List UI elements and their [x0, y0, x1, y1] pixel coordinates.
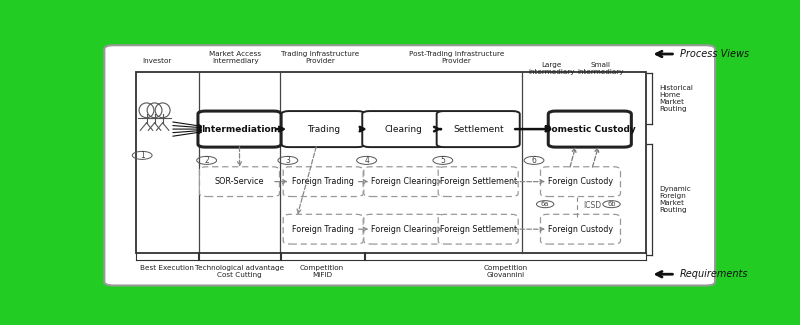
Text: 6b: 6b — [607, 201, 616, 207]
Text: 1: 1 — [140, 151, 145, 160]
Text: Domestic Custody: Domestic Custody — [544, 124, 636, 134]
Text: Process Views: Process Views — [680, 49, 749, 59]
Text: 6: 6 — [531, 156, 537, 165]
Text: Competition
Giovannini: Competition Giovannini — [483, 266, 527, 279]
Text: Large
intermediary: Large intermediary — [528, 62, 574, 75]
Text: Historical
Home
Market
Routing: Historical Home Market Routing — [659, 85, 693, 112]
Text: Competition
MiFID: Competition MiFID — [300, 266, 344, 279]
Text: 4: 4 — [364, 156, 369, 165]
FancyBboxPatch shape — [437, 111, 520, 147]
Bar — [136, 72, 646, 253]
Text: Settlement: Settlement — [453, 124, 503, 134]
Text: Foreign Settlement: Foreign Settlement — [440, 225, 517, 234]
Text: Foreign Clearing: Foreign Clearing — [371, 177, 437, 186]
Text: Intermediation: Intermediation — [202, 124, 278, 134]
FancyBboxPatch shape — [198, 111, 281, 147]
Text: 3: 3 — [286, 156, 290, 165]
Text: Market Access
Intermediary: Market Access Intermediary — [209, 51, 262, 64]
FancyBboxPatch shape — [364, 214, 444, 244]
Text: Requirements: Requirements — [680, 269, 748, 279]
Text: Foreign Trading: Foreign Trading — [292, 225, 354, 234]
FancyBboxPatch shape — [199, 167, 279, 197]
FancyBboxPatch shape — [282, 111, 365, 147]
FancyBboxPatch shape — [362, 111, 446, 147]
Text: Post-Trading Infrastructure
Provider: Post-Trading Infrastructure Provider — [409, 51, 504, 64]
FancyBboxPatch shape — [548, 111, 631, 147]
FancyBboxPatch shape — [104, 45, 715, 285]
Text: Foreign Settlement: Foreign Settlement — [440, 177, 517, 186]
FancyBboxPatch shape — [541, 167, 621, 197]
Text: Clearing: Clearing — [385, 124, 422, 134]
FancyBboxPatch shape — [283, 167, 363, 197]
Text: Foreign Custody: Foreign Custody — [548, 225, 613, 234]
FancyBboxPatch shape — [541, 214, 621, 244]
Text: 5: 5 — [441, 156, 446, 165]
Text: ICSD: ICSD — [584, 201, 602, 210]
Text: Trading Infrastructure
Provider: Trading Infrastructure Provider — [281, 51, 359, 64]
Text: Dynamic
Foreign
Market
Routing: Dynamic Foreign Market Routing — [659, 186, 691, 213]
FancyBboxPatch shape — [438, 214, 518, 244]
Text: Foreign Clearing: Foreign Clearing — [371, 225, 437, 234]
Text: Trading: Trading — [306, 124, 340, 134]
FancyBboxPatch shape — [438, 167, 518, 197]
Text: SOR-Service: SOR-Service — [214, 177, 264, 186]
Text: Small
intermediary: Small intermediary — [578, 62, 624, 75]
Text: 6a: 6a — [541, 201, 550, 207]
Text: Investor: Investor — [142, 58, 172, 64]
Text: Foreign Trading: Foreign Trading — [292, 177, 354, 186]
Text: 2: 2 — [204, 156, 209, 165]
Text: Best Execution: Best Execution — [140, 266, 194, 271]
FancyBboxPatch shape — [364, 167, 444, 197]
FancyBboxPatch shape — [283, 214, 363, 244]
Text: Technological advantage
Cost Cutting: Technological advantage Cost Cutting — [195, 266, 284, 279]
Text: Foreign Custody: Foreign Custody — [548, 177, 613, 186]
